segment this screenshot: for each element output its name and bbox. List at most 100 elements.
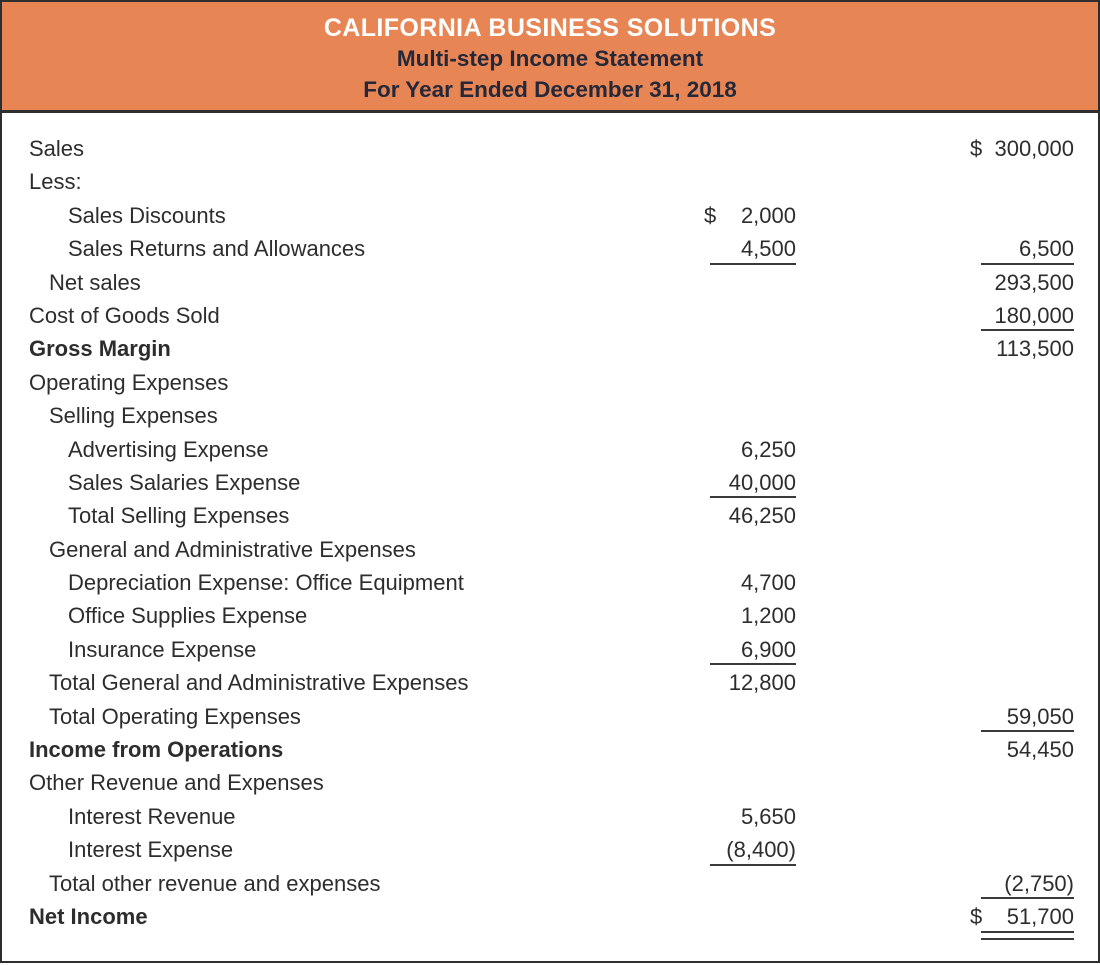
company-name: CALIFORNIA BUSINESS SOLUTIONS [323,14,777,42]
row-label: Total Operating Expenses [49,703,301,729]
mid-amount-cell: 4,500 [704,232,796,265]
row-label-cell: Income from Operations [2,733,704,766]
amount-value: 51,700 [1006,903,1074,929]
row-label: Advertising Expense [68,436,269,462]
row-label: Sales [29,136,85,161]
row-label-cell: Total Selling Expenses [2,499,704,532]
row-cost-of-goods-sold: Cost of Goods Sold 180,000 [2,299,1074,332]
row-label: Net Income [29,903,148,929]
row-label: Interest Revenue [68,803,236,829]
row-label-cell: Cost of Goods Sold [2,299,704,332]
amount-value: 4,700 [740,570,796,596]
amount-value: 180,000 [994,302,1074,328]
mid-amount-cell [704,900,796,933]
row-label-cell: Selling Expenses [2,399,704,432]
row-label: Other Revenue and Expenses [29,770,324,796]
row-label: Sales Salaries Expense [68,469,301,495]
mid-amount-cell: 40,000 [704,466,796,499]
row-sales-salaries-expense: Sales Salaries Expense 40,000 [2,466,1074,499]
row-label: Less: [29,169,82,195]
row-label: Sales Returns and Allowances [68,236,366,262]
row-label: Income from Operations [29,737,284,763]
right-amount-cell [970,633,1074,666]
amount-value: 6,250 [740,436,796,462]
row-depreciation-expense-office-equipment: Depreciation Expense: Office Equipment 4… [2,566,1074,599]
mid-amount-cell [704,867,796,900]
right-amount-cell: 59,050 [970,700,1074,733]
row-label: Sales Discounts [68,202,226,228]
row-label: Office Supplies Expense [68,603,308,629]
right-amount-cell: $ 300,000 [970,132,1074,165]
mid-amount-cell: $ 2,000 [704,199,796,232]
row-label-cell: Gross Margin [2,332,704,365]
mid-amount-cell: 12,800 [704,666,796,699]
right-amount-cell: (2,750) [970,867,1074,900]
row-total-other-revenue-and-expenses: Total other revenue and expenses (2,750) [2,867,1074,900]
mid-amount-cell [704,165,796,198]
row-label: Depreciation Expense: Office Equipment [68,570,464,596]
row-selling-expenses: Selling Expenses [2,399,1074,432]
row-label-cell: Less: [2,165,704,198]
dollar-sign: $ [970,903,983,929]
row-label-cell: Operating Expenses [2,366,704,399]
row-label-cell: Net Income [2,900,704,933]
mid-amount-cell [704,299,796,332]
row-label-cell: Interest Expense [2,833,704,866]
amount-value: 12,800 [728,670,796,696]
row-label: Cost of Goods Sold [29,302,220,328]
row-label-cell: Sales Salaries Expense [2,466,704,499]
mid-amount-cell [704,399,796,432]
row-office-supplies-expense: Office Supplies Expense 1,200 [2,599,1074,632]
mid-amount-cell [704,332,796,365]
row-label: Insurance Expense [68,636,257,662]
mid-amount-cell: 6,900 [704,633,796,666]
row-label: Total General and Administrative Expense… [49,670,469,696]
row-total-selling-expenses: Total Selling Expenses 46,250 [2,499,1074,532]
row-general-and-administrative-expenses: General and Administrative Expenses [2,533,1074,566]
amount-value: 113,500 [996,336,1074,362]
amount-value: 40,000 [728,469,796,495]
right-amount-cell [970,499,1074,532]
row-label: General and Administrative Expenses [49,536,416,562]
row-label-cell: General and Administrative Expenses [2,533,704,566]
dollar-sign: $ [704,202,717,228]
mid-amount-cell [704,533,796,566]
row-label-cell: Depreciation Expense: Office Equipment [2,566,704,599]
row-label: Gross Margin [29,336,171,362]
amount-value: (2,750) [1004,870,1074,896]
mid-amount-cell: 1,200 [704,599,796,632]
right-amount-cell [970,533,1074,566]
row-insurance-expense: Insurance Expense 6,900 [2,633,1074,666]
row-label-cell: Sales Returns and Allowances [2,232,704,265]
row-interest-expense: Interest Expense (8,400) [2,833,1074,866]
row-gross-margin: Gross Margin 113,500 [2,332,1074,365]
row-label-cell: Advertising Expense [2,433,704,466]
right-amount-cell [970,566,1074,599]
row-label-cell: Other Revenue and Expenses [2,766,704,799]
right-amount-cell: $ 51,700 [970,900,1074,941]
row-label: Operating Expenses [29,369,229,395]
row-interest-revenue: Interest Revenue 5,650 [2,800,1074,833]
right-amount-cell [970,833,1074,866]
mid-amount-cell [704,766,796,799]
row-income-from-operations: Income from Operations 54,450 [2,733,1074,766]
right-amount-cell [970,466,1074,499]
row-label-cell: Office Supplies Expense [2,599,704,632]
mid-amount-cell [704,700,796,733]
amount-value: 2,000 [740,202,796,228]
row-operating-expenses: Operating Expenses [2,366,1074,399]
row-less: Less: [2,165,1074,198]
statement-period: For Year Ended December 31, 2018 [363,76,737,102]
amount-value: 46,250 [728,503,796,529]
row-net-sales: Net sales 293,500 [2,266,1074,299]
row-sales-returns-and-allowances: Sales Returns and Allowances 4,500 6,500 [2,232,1074,265]
row-label-cell: Net sales [2,266,704,299]
row-label: Total other revenue and expenses [49,870,381,896]
amount-value: 6,500 [1018,236,1074,262]
mid-amount-cell [704,733,796,766]
amount-value: 1,200 [740,603,796,629]
mid-amount-cell [704,366,796,399]
row-label-cell: Sales [2,132,704,165]
right-amount-cell [970,366,1074,399]
right-amount-cell [970,199,1074,232]
